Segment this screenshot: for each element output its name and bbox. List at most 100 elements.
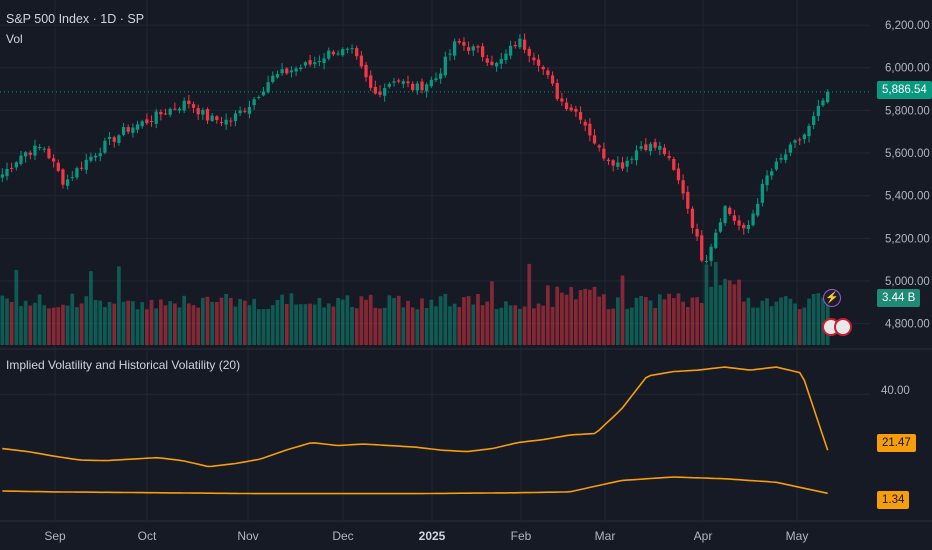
volume-bar <box>186 303 191 345</box>
lightning-icon[interactable]: ⚡ <box>823 289 841 307</box>
candle-body <box>420 81 424 91</box>
volume-bar <box>769 306 774 345</box>
candle-body <box>690 208 695 228</box>
volume-bar <box>191 305 196 345</box>
volume-bar <box>42 305 47 345</box>
us-flag-icon-2[interactable] <box>834 318 852 336</box>
volume-bar <box>480 305 485 345</box>
candle-body <box>224 119 228 125</box>
candle-body <box>494 62 499 67</box>
candle-body <box>154 111 158 124</box>
volume-bar <box>350 306 354 345</box>
volume-bar <box>19 306 23 345</box>
volume-bar <box>667 293 671 345</box>
volume-bar <box>182 295 187 345</box>
candle-body <box>471 46 475 51</box>
volume-bar <box>261 309 266 345</box>
volume-bar <box>527 263 532 345</box>
price-tick-label: 5,000.00 <box>885 276 930 288</box>
time-tick-label: Nov <box>237 529 258 543</box>
price-axis-ticks: 6,200.00 6,000.00 5,800.00 5,600.00 5,400.00… <box>885 20 930 331</box>
candle-body <box>243 110 247 112</box>
volume-bar <box>699 303 704 345</box>
candle-body <box>774 161 779 170</box>
volume-bar <box>0 295 5 345</box>
volume-bar <box>611 308 616 345</box>
candle-body <box>65 179 70 186</box>
candle-body <box>38 147 42 149</box>
volume-bar <box>9 301 14 345</box>
candle-body <box>233 113 238 122</box>
candle-body <box>70 177 74 179</box>
candle-body <box>406 81 410 84</box>
volume-bar <box>364 299 368 345</box>
volume-bar <box>396 295 401 345</box>
volume-bar <box>774 301 779 345</box>
volume-bar <box>476 294 480 345</box>
candle-body <box>704 260 709 262</box>
candle-body <box>560 98 564 102</box>
volume-bar <box>368 294 373 345</box>
volume-bar <box>457 307 462 345</box>
time-tick-label: May <box>786 529 809 543</box>
volume-bar <box>788 298 793 345</box>
candle-body <box>345 48 350 50</box>
candle-body <box>182 100 186 111</box>
volume-bar <box>37 294 42 345</box>
candle-body <box>634 150 639 161</box>
volume-label[interactable]: Vol <box>6 32 23 46</box>
candle-body <box>732 215 737 221</box>
volume-bar <box>420 298 424 345</box>
volume-bar <box>550 306 555 345</box>
candle-body <box>648 143 653 152</box>
candle-body <box>131 127 135 133</box>
time-tick-label: Feb <box>511 529 532 543</box>
candle-body <box>89 156 93 161</box>
candle-body <box>378 91 382 95</box>
volume-bar <box>121 301 126 345</box>
volume-bar <box>28 305 33 345</box>
candle-body <box>812 116 816 125</box>
candle-body <box>480 46 485 58</box>
volume-bar <box>723 278 727 345</box>
volume-bar <box>560 292 564 345</box>
candle-body <box>401 81 405 84</box>
candle-body <box>597 145 601 148</box>
candle-body <box>718 222 723 232</box>
candle-body <box>513 45 517 47</box>
candle-body <box>504 53 508 60</box>
candle-body <box>107 137 112 139</box>
candle-body <box>145 119 149 124</box>
candle-body <box>569 107 573 111</box>
candle-body <box>574 108 578 112</box>
candle-body <box>317 61 322 63</box>
candle-body <box>709 246 713 261</box>
chart-title[interactable]: S&P 500 Index · 1D · SP <box>6 12 145 26</box>
volume-bar <box>317 297 322 345</box>
volume-bar <box>639 295 644 345</box>
volume-bar <box>373 307 378 345</box>
candle-body <box>42 148 46 150</box>
volume-bar <box>205 296 210 345</box>
volume-bar <box>522 306 527 345</box>
volume-bar <box>266 308 270 345</box>
candle-body <box>364 64 368 78</box>
volume-bar <box>765 298 769 345</box>
volume-bar <box>597 296 602 345</box>
candle-body <box>541 66 545 70</box>
volume-bar <box>625 308 630 345</box>
candle-body <box>807 125 811 137</box>
volume-bar <box>345 295 350 345</box>
volume-bar <box>107 301 112 345</box>
volume-bar <box>671 298 676 345</box>
indicator-title[interactable]: Implied Volatility and Historical Volati… <box>6 358 241 372</box>
volume-bar <box>485 301 490 345</box>
candle-body <box>583 121 587 126</box>
volume-bar <box>676 293 681 345</box>
volume-bar <box>653 307 658 345</box>
candle-body <box>443 56 447 76</box>
candle-body <box>644 144 648 151</box>
volume-bar <box>564 294 569 345</box>
volume-bar <box>163 305 168 345</box>
